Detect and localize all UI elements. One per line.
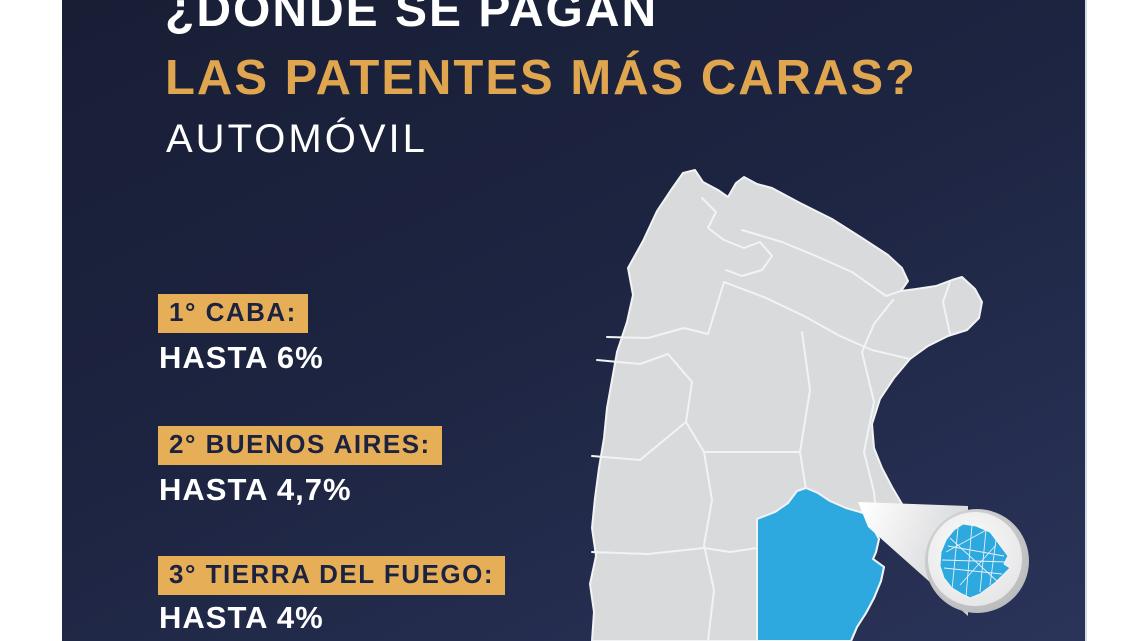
rank-1-value: HASTA 6% [159,340,324,375]
rank-3-value: HASTA 4% [159,600,324,635]
subtitle-automovil: AUTOMÓVIL [166,117,428,161]
rank-2-value: HASTA 4,7% [159,472,352,507]
title-line-2: LAS PATENTES MÁS CARAS? [165,51,917,105]
rank-2-label-buenos-aires: 2° BUENOS AIRES: [158,426,442,465]
navy-panel: ¿DÓNDE SE PAGAN LAS PATENTES MÁS CARAS? … [62,0,1087,641]
rank-3-label-tierra-del-fuego: 3° TIERRA DEL FUEGO: [158,556,505,595]
title-line-1: ¿DÓNDE SE PAGAN [165,0,659,37]
rank-1-label-caba: 1° CABA: [158,294,308,333]
